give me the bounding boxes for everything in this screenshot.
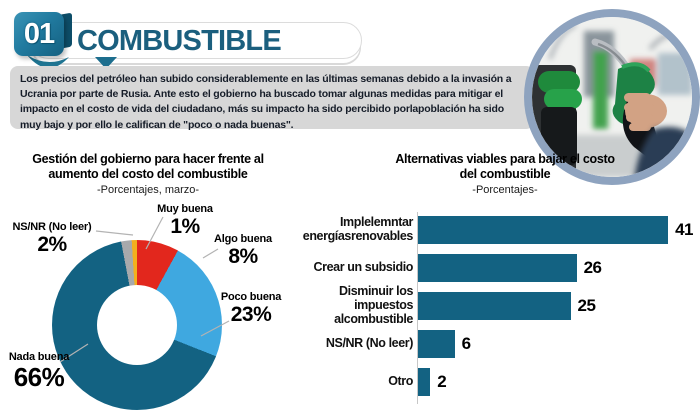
bar-chart-title-block: Alternativas viables para bajar el costo… [395,152,615,196]
section-number-badge: 01 [14,12,64,56]
bar-fill [418,330,455,358]
donut-ring [52,240,222,410]
slice-label-nada-buena: Nada buena 66% [4,351,74,392]
bar-row: Otro 2 [285,368,693,396]
fuel-nozzle-photo [524,9,700,185]
bar-label: NS/NR (No leer) [325,336,413,351]
donut-chart-title-block: Gestión del gobierno para hacer frente a… [18,152,278,196]
slice-pct: 66% [13,361,65,392]
slice-label-nsnr: NS/NR (No leer) 2% [8,221,96,256]
bar-value: 2 [437,372,447,391]
bar-row: Disminuir los impuestos alcombustible 25 [285,284,693,325]
intro-paragraph: Los precios del petróleo han subido cons… [20,73,512,131]
bar-fill [418,292,571,320]
donut-hole [97,285,177,365]
bar-label: Implelemntar energíasrenovables [302,215,414,243]
bar-chart-subtitle: -Porcentajes- [472,184,538,196]
slice-label-muy-buena: Muy buena 1% [138,203,232,238]
bar-rows: Implelemntar energíasrenovables 41 Crear u… [285,215,693,406]
slice-pct: 2% [37,232,67,256]
bar-row: NS/NR (No leer) 6 [285,330,693,358]
intro-text-box: Los precios del petróleo han subido cons… [10,66,534,131]
bar-label: Disminuir los impuestos alcombustible [334,284,413,326]
title-bar [30,22,362,59]
donut-chart-subtitle: -Porcentajes, marzo- [96,184,200,196]
slice-pct: 8% [228,244,258,268]
bar-chart-title: Alternativas viables para bajar el costo… [395,152,615,181]
slice-pct: 1% [170,214,200,238]
bar-value: 26 [583,258,602,277]
slice-name: Nada buena [8,351,70,363]
slice-name: NS/NR (No leer) [12,221,92,233]
bar-label: Otro [388,374,413,389]
donut-chart-title: Gestión del gobierno para hacer frente a… [32,152,264,181]
bar-chart-axis-line [417,212,418,404]
badge-curl-decoration [27,55,69,69]
slice-name: Muy buena [157,203,213,215]
bar-label: Crear un subsidio [313,260,414,275]
bar-fill [418,216,669,244]
section-number: 01 [23,17,55,50]
page-title: COMBUSTIBLE [77,25,282,57]
bar-value: 6 [461,334,471,353]
bar-value: 25 [577,296,596,315]
slice-label-algo-buena: Algo buena 8% [207,233,279,268]
slice-label-poco-buena: Poco buena 23% [215,291,287,326]
bar-fill [418,368,431,396]
bar-row: Crear un subsidio 26 [285,254,693,282]
bar-row: Implelemntar energíasrenovables 41 [285,215,693,244]
slice-name: Poco buena [220,291,282,303]
slice-pct: 23% [230,302,272,326]
bar-value: 41 [675,220,693,239]
slice-name: Algo buena [214,233,272,245]
hand [624,93,667,131]
bar-fill [418,254,577,282]
